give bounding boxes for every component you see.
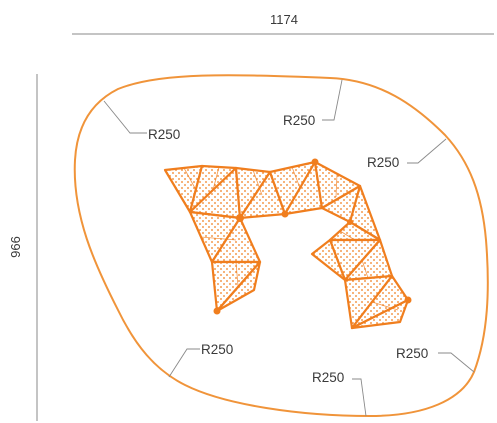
structure-node	[404, 296, 412, 304]
structure-strut	[339, 230, 356, 241]
radius-leader-2	[322, 79, 343, 121]
radius-label-3: R250	[367, 155, 399, 170]
width-label: 1174	[270, 12, 298, 27]
structure-node	[213, 307, 221, 315]
safety-zone-outline	[73, 74, 489, 418]
structure-node	[236, 214, 244, 222]
structure-panel	[310, 238, 347, 282]
width-dimension: 1174	[72, 12, 494, 35]
structure-node	[311, 158, 319, 166]
radius-callouts: R250 R250 R250 R250 R250 R250	[103, 79, 475, 417]
structure-strut	[183, 167, 197, 191]
radius-leader-1	[103, 100, 147, 134]
structure-node	[347, 219, 353, 225]
structure-node	[281, 210, 289, 218]
radius-leader-5	[438, 352, 475, 373]
structure-strut	[291, 166, 301, 189]
height-label: 966	[8, 236, 23, 258]
structure-strut	[335, 173, 338, 198]
radius-leader-3	[407, 138, 447, 164]
structure-strut	[200, 236, 237, 241]
radius-label-1: R250	[148, 127, 180, 142]
structure-panel	[215, 260, 262, 313]
structure-strut	[212, 166, 220, 191]
structure-panel	[350, 298, 410, 330]
structure-strut	[252, 169, 263, 196]
radius-label-2: R250	[283, 113, 315, 128]
radius-leader-4	[168, 348, 200, 378]
radius-label-6: R250	[312, 370, 344, 385]
radius-label-4: R250	[201, 342, 233, 357]
height-dimension: 966	[8, 74, 38, 421]
structure-strut	[361, 259, 369, 279]
structure-strut	[371, 301, 399, 311]
structure-strut	[235, 261, 239, 287]
radius-leader-6	[352, 378, 367, 417]
radius-label-5: R250	[396, 346, 428, 361]
climbing-structure	[163, 158, 412, 330]
